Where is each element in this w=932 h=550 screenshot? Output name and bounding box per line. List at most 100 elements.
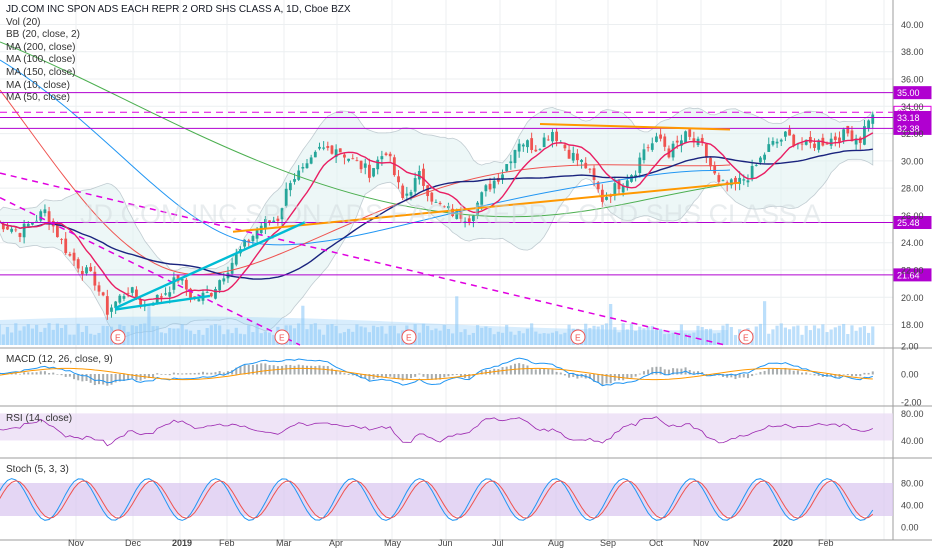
volume-bar — [717, 332, 721, 345]
rsi-tick-label: 80.00 — [901, 409, 924, 419]
candle-body — [771, 141, 775, 145]
macd-histogram — [326, 366, 329, 375]
volume-bar — [184, 329, 188, 345]
volume-bar — [534, 331, 538, 345]
macd-histogram — [563, 374, 566, 376]
volume-bar — [1, 334, 5, 345]
volume-bar — [671, 332, 675, 345]
candle-body — [754, 164, 758, 166]
macd-histogram — [114, 374, 117, 383]
volume-bar — [76, 323, 80, 345]
indicator-bb[interactable]: BB (20, close, 2) — [6, 29, 80, 41]
macd-histogram — [347, 374, 350, 375]
volume-bar — [255, 323, 259, 345]
macd-histogram — [593, 374, 596, 382]
macd-histogram — [330, 368, 333, 375]
volume-bar — [842, 323, 846, 345]
volume-bar — [292, 328, 297, 345]
indicator-ma50[interactable]: MA (50, close) — [6, 92, 70, 104]
earnings-marker-label: E — [406, 333, 412, 343]
macd-histogram — [147, 374, 150, 379]
indicator-ma100[interactable]: MA (100, close) — [6, 54, 76, 66]
candle-body — [18, 233, 22, 237]
candle-body — [93, 271, 97, 286]
volume-bar — [617, 332, 621, 345]
price-axis[interactable]: 40.00 38.00 36.00 34.00 32.00 30.00 28.00 26.00… — [901, 20, 924, 330]
indicator-ma200[interactable]: MA (200, close) — [6, 41, 76, 53]
volume-bar — [43, 327, 47, 345]
macd-histogram — [39, 371, 42, 375]
macd-histogram — [730, 374, 733, 378]
macd-histogram — [809, 373, 812, 375]
price-tick-label: 38.00 — [901, 47, 924, 57]
macd-histogram — [18, 373, 21, 375]
candle-body — [613, 183, 617, 196]
candle-body — [596, 182, 600, 190]
stoch-band — [0, 483, 893, 516]
candle-body — [505, 164, 509, 172]
volume-bar — [5, 326, 10, 345]
earnings-marker — [738, 329, 754, 345]
candle-body — [759, 157, 762, 163]
symbol-title[interactable]: JD.COM INC SPON ADS EACH REPR 2 ORD SHS … — [6, 4, 351, 15]
macd-histogram — [538, 368, 541, 375]
volume-bar — [392, 325, 396, 345]
candle-body — [26, 223, 30, 227]
candle-body — [85, 267, 88, 274]
volume-bar — [355, 324, 359, 345]
candle-body — [110, 307, 113, 312]
triangle-upper — [539, 123, 731, 131]
candle-body — [763, 154, 766, 160]
candle-body — [222, 278, 226, 282]
macd-histogram — [251, 364, 254, 375]
trend-lines — [0, 123, 741, 346]
price-tick-label: 30.00 — [901, 156, 924, 166]
volume-bar — [459, 332, 463, 345]
volume-bar — [89, 333, 93, 345]
volume-bar — [434, 328, 438, 345]
indicator-vol[interactable]: Vol (20) — [6, 16, 41, 28]
macd-histogram — [351, 374, 354, 376]
time-tick-label: Jun — [438, 538, 453, 548]
volume-bar — [521, 333, 525, 345]
indicator-ma150[interactable]: MA (150, close) — [6, 66, 76, 78]
volume-bar — [330, 324, 334, 345]
price-level-tag — [893, 268, 932, 282]
volume-bar — [59, 328, 64, 345]
volume-bar — [421, 323, 426, 345]
macd-histogram — [630, 374, 633, 378]
indicator-ma10[interactable]: MA (10, close) — [6, 79, 70, 91]
candle-body — [501, 174, 504, 180]
volume-bar — [733, 334, 738, 345]
volume-bar — [26, 324, 30, 345]
stoch-label[interactable]: Stoch (5, 3, 3) — [6, 464, 69, 475]
macd-histogram — [168, 374, 171, 376]
candle-body — [243, 239, 246, 247]
candle-body — [293, 179, 296, 182]
macd-pane: 2.00 0.00 -2.00 — [0, 342, 922, 408]
time-axis[interactable]: Nov Dec 2019 Feb Mar Apr May Jun Jul Aug Sep Oct Nov… — [68, 538, 834, 548]
volume-bar — [396, 333, 401, 345]
candle-body — [480, 192, 484, 206]
candle-body — [488, 183, 492, 190]
candle-body — [272, 220, 276, 223]
macd-histogram — [372, 374, 375, 380]
wedge-lower — [114, 294, 211, 311]
candle-body — [517, 143, 521, 152]
candle-body — [101, 292, 105, 296]
macd-histogram — [193, 372, 196, 375]
macd-histogram — [68, 374, 71, 377]
candle-body — [35, 220, 38, 222]
macd-label[interactable]: MACD (12, 26, close, 9) — [6, 354, 113, 365]
volume-bar — [792, 326, 796, 345]
wedge-upper — [114, 221, 306, 310]
macd-histogram — [127, 374, 130, 380]
macd-histogram — [56, 374, 59, 375]
candle-body — [301, 167, 305, 169]
rsi-label[interactable]: RSI (14, close) — [6, 413, 73, 424]
volume-bar — [176, 328, 180, 345]
candle-body — [139, 299, 142, 305]
volume-bar — [488, 327, 492, 345]
macd-histogram — [597, 374, 600, 383]
